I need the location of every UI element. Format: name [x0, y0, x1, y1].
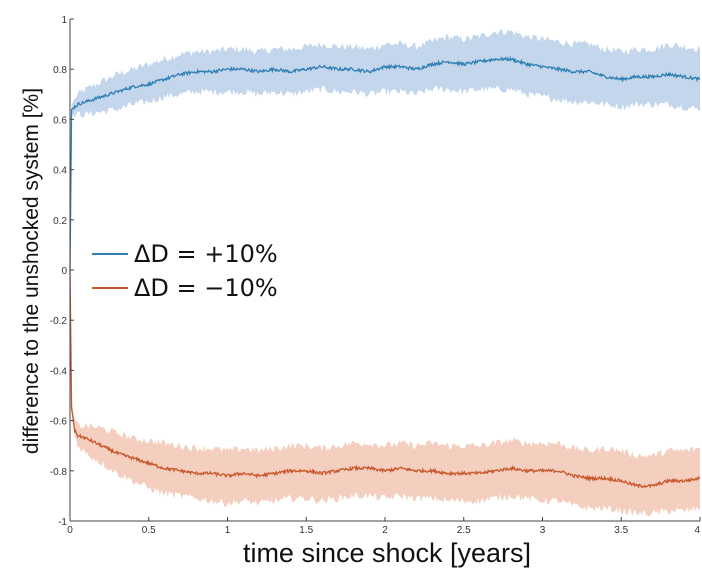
y-tick-label: -0.6 [50, 417, 68, 428]
legend-label-plus: ΔD = +10% [134, 240, 278, 268]
x-axis-label: time since shock [years] [243, 538, 531, 568]
x-tick-label: 3 [540, 525, 546, 536]
legend: ΔD = +10% ΔD = −10% [92, 240, 278, 302]
band-plus [70, 28, 700, 270]
y-ticks: -1 -0.8 -0.6 -0.4 -0.2 0 0.2 0.4 0.6 0.8 1 [50, 15, 74, 528]
y-tick-label: 0.2 [53, 216, 67, 227]
y-tick-label: 0 [61, 266, 67, 277]
y-tick-label: 0.6 [53, 115, 67, 126]
line-plus [69, 55, 701, 271]
x-tick-label: 4 [694, 525, 700, 536]
legend-label-minus: ΔD = −10% [134, 274, 278, 302]
x-tick-label: 2.5 [457, 525, 471, 536]
x-tick-label: 2 [382, 525, 388, 536]
y-tick-label: 0.8 [53, 65, 67, 76]
y-tick-label: -1 [58, 517, 67, 528]
x-ticks: 0 0.5 1 1.5 2 2.5 3 3.5 4 [67, 517, 701, 536]
y-tick-label: -0.2 [50, 316, 68, 327]
x-tick-label: 1.5 [299, 525, 313, 536]
y-tick-label: -0.4 [50, 366, 68, 377]
confidence-bands [70, 28, 700, 517]
x-tick-label: 0.5 [142, 525, 156, 536]
x-tick-label: 1 [225, 525, 231, 536]
x-tick-label: 0 [67, 525, 73, 536]
axes: -1 -0.8 -0.6 -0.4 -0.2 0 0.2 0.4 0.6 0.8 1 0 0.5 1 1.… [50, 15, 701, 536]
band-minus [70, 270, 700, 517]
y-tick-label: 1 [61, 15, 67, 26]
plot-area [69, 28, 701, 517]
y-axis-label: difference to the unshocked system [%] [20, 88, 43, 454]
line-minus [69, 269, 700, 489]
x-tick-label: 3.5 [614, 525, 628, 536]
y-tick-label: -0.8 [50, 467, 68, 478]
y-tick-label: 0.4 [53, 166, 67, 177]
series-lines [69, 55, 701, 489]
